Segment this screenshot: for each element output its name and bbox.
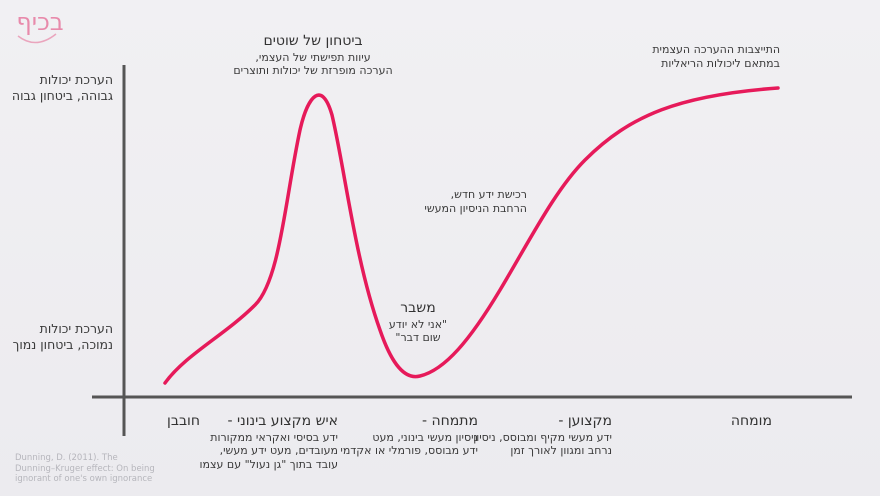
crisis-line: שום דבר" [395,331,441,345]
crisis-line: "אני לא יודע [388,317,448,331]
logo: בכיף [12,6,68,48]
x-label-line: ידע מעשי מקיף ומבוסס, ניסיון [473,430,612,444]
y-label-low: הערכת יכולות נמוכה, ביטחון נמוך [13,321,113,352]
x-label-expert: מומחה [731,413,772,431]
x-label-line: נרחב ומגוון לאורך זמן [510,444,612,458]
x-label-line: ניסיון מעשי בינוני, מעט [372,430,478,444]
dunning-kruger-curve [163,86,780,385]
x-label-title: מקצוען - [558,413,612,429]
plateau-line: במתאם ליכולות הריאליות [661,56,780,70]
citation: Dunning, D. (2011). The Dunning–Kruger e… [15,453,155,485]
x-label-line: ידע בסיסי ואקראי ממקורות [210,430,338,444]
learning-line: רכישת ידע חדש, [450,188,527,201]
y-label-high: הערכת יכולות גבוהה, ביטחון גבוה [12,72,113,103]
y-label-high-line: הערכת יכולות [39,72,113,87]
x-label-intern: מתמחה - ניסיון מעשי בינוני, מעט ידע מבוס… [340,413,478,458]
peak-annotation: ביטחון של שוטים עיוות תפישתי של העצמי, ה… [233,33,392,78]
x-label-line: ידע מבוסס, פורמלי או אקדמי [340,444,478,458]
y-label-low-line: הערכת יכולות [39,321,113,336]
x-label-title: חובבן [167,413,200,429]
crisis-title: משבר [400,300,436,316]
logo-text: בכיף [16,8,64,36]
x-label-average-professional: איש מקצוע בינוני - ידע בסיסי ואקראי ממקו… [200,413,338,472]
logo-smile-icon [17,33,57,44]
crisis-annotation: משבר "אני לא יודע שום דבר" [389,300,447,345]
x-label-amateur: חובבן [167,413,200,431]
x-label-line: עובד בתוך "גן נעול" עם עצמו [199,458,338,471]
x-label-line: מעובדים, מעט ידע מעשי, [219,444,338,458]
learning-line: הרחבת הניסיון המעשי [424,201,527,215]
x-label-title: מומחה [730,413,772,429]
plateau-line: התייצבות ההערכה העצמית [652,43,780,56]
peak-line: עיוות תפישתי של העצמי, [255,50,371,64]
x-label-title: איש מקצוע בינוני - [227,413,338,429]
x-label-professional: מקצוען - ידע מעשי מקיף ומבוסס, ניסיון נר… [473,413,612,458]
x-label-title: מתמחה - [421,413,478,429]
y-label-low-line: נמוכה, ביטחון נמוך [12,336,113,352]
plateau-annotation: התייצבות ההערכה העצמית במתאם ליכולות הרי… [652,43,780,71]
peak-line: הערכה מופרזת של יכולות ותוצרים [233,64,393,78]
y-label-high-line: גבוהה, ביטחון גבוה [11,87,113,103]
learning-annotation: רכישת ידע חדש, הרחבת הניסיון המעשי [424,188,527,216]
peak-title: ביטחון של שוטים [263,33,363,49]
